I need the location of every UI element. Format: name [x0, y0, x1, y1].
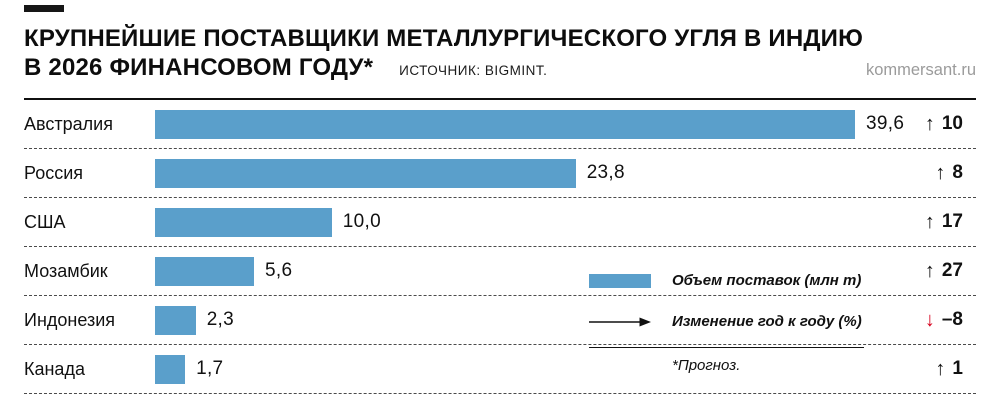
volume-bar	[155, 158, 576, 188]
country-label: США	[24, 211, 66, 232]
chart-row: США 10,0 ↑ 17	[24, 198, 976, 247]
chart-title-line2: В 2026 ФИНАНСОВОМ ГОДУ*	[24, 54, 374, 81]
country-label: Индонезия	[24, 309, 116, 330]
chart-title-line2-wrap: В 2026 ФИНАНСОВОМ ГОДУ* ИСТОЧНИК: BIGMINT…	[24, 53, 863, 85]
yoy-change: ↑ 10	[925, 100, 963, 148]
yoy-change: ↑ 8	[935, 149, 963, 197]
volume-value: 2,3	[206, 309, 235, 330]
volume-value: 10,0	[342, 211, 381, 232]
site-watermark: kommersant.ru	[865, 61, 976, 79]
kommersant-marker	[24, 5, 64, 12]
chart-row: Россия 23,8 ↑ 8	[24, 149, 976, 198]
bar-swatch-icon	[589, 273, 651, 288]
volume-bar	[155, 305, 196, 335]
arrow-up-icon: ↑	[924, 210, 935, 233]
volume-value: 5,6	[265, 260, 293, 281]
yoy-change-value: 27	[941, 260, 963, 281]
legend-change: Изменение год к году (%)	[589, 313, 864, 330]
yoy-change-value: 10	[941, 113, 963, 134]
chart-row: Австралия 39,6 ↑ 10	[24, 100, 976, 149]
arrow-up-icon: ↑	[935, 357, 946, 380]
volume-bar	[155, 109, 855, 139]
yoy-change-value: 8	[952, 162, 963, 183]
arrow-up-icon: ↑	[924, 112, 935, 135]
legend-volume-label: Объем поставок (млн т)	[672, 272, 862, 289]
chart-title-line1: КРУПНЕЙШИЕ ПОСТАВЩИКИ МЕТАЛЛУРГИЧЕСКОГО …	[24, 25, 864, 52]
country-label: Россия	[24, 162, 84, 183]
yoy-change: ↑ 27	[925, 247, 963, 295]
yoy-change: ↑ 1	[935, 345, 963, 393]
yoy-change: ↑ 17	[925, 198, 963, 246]
arrow-up-icon: ↑	[935, 161, 946, 184]
bar-chart: Австралия 39,6 ↑ 10 Россия 23,8 ↑ 8 США …	[24, 98, 976, 394]
yoy-change: ↓ –8	[925, 296, 963, 344]
yoy-change-value: 1	[952, 358, 963, 379]
arrow-right-icon	[589, 316, 651, 328]
chart-legend: Объем поставок (млн т) Изменение год к г…	[589, 272, 864, 374]
yoy-change-value: –8	[941, 309, 963, 330]
volume-value: 23,8	[586, 162, 625, 183]
legend-volume: Объем поставок (млн т)	[589, 272, 864, 289]
chart-row: Канада 1,7 ↑ 1	[24, 345, 976, 394]
volume-value: 39,6	[866, 113, 905, 134]
country-label: Канада	[24, 358, 85, 379]
volume-value: 1,7	[196, 358, 224, 379]
legend-change-label: Изменение год к году (%)	[672, 313, 862, 330]
volume-bar	[155, 256, 254, 286]
chart-row: Мозамбик 5,6 ↑ 27	[24, 247, 976, 296]
arrow-down-icon: ↓	[924, 308, 935, 331]
forecast-footnote: *Прогноз.	[672, 357, 741, 374]
volume-bar	[155, 354, 186, 384]
country-label: Австралия	[24, 113, 113, 134]
yoy-change-value: 17	[941, 211, 963, 232]
chart-row: Индонезия 2,3 ↓ –8	[24, 296, 976, 345]
legend-divider	[589, 347, 864, 348]
country-label: Мозамбик	[24, 260, 108, 281]
arrow-up-icon: ↑	[924, 259, 935, 282]
chart-title: КРУПНЕЙШИЕ ПОСТАВЩИКИ МЕТАЛЛУРГИЧЕСКОГО …	[24, 24, 863, 85]
volume-bar	[155, 207, 332, 237]
source-label: ИСТОЧНИК: BIGMINT.	[399, 63, 548, 78]
